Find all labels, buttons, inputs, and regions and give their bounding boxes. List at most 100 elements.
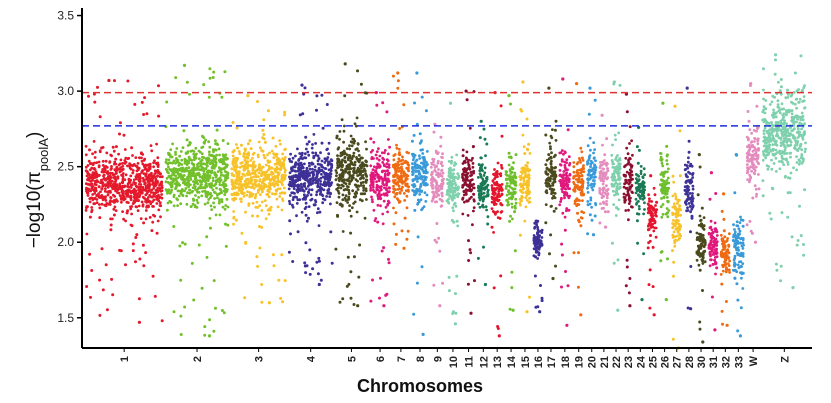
data-point-outlier: [272, 264, 276, 268]
data-point: [145, 163, 149, 167]
data-point: [522, 179, 526, 183]
data-point: [88, 188, 91, 192]
data-point: [274, 144, 278, 148]
data-point: [411, 162, 414, 166]
data-point-outlier: [603, 210, 607, 214]
data-point: [642, 167, 646, 171]
data-point: [237, 189, 241, 192]
data-point: [208, 217, 212, 220]
data-point: [572, 161, 576, 164]
data-point-outlier: [205, 255, 209, 259]
data-point-outlier: [382, 246, 386, 250]
data-point: [238, 170, 241, 174]
data-point-outlier: [113, 79, 116, 83]
data-point: [356, 174, 359, 178]
data-point: [128, 162, 132, 166]
data-point-outlier: [593, 98, 597, 102]
data-point: [400, 165, 403, 169]
data-point: [534, 245, 538, 249]
data-point: [156, 174, 159, 178]
data-point: [232, 222, 235, 226]
data-point: [639, 165, 643, 168]
data-point: [91, 193, 95, 196]
data-point: [110, 179, 114, 183]
data-point-outlier: [131, 242, 135, 246]
data-point-outlier: [114, 145, 118, 149]
data-point: [456, 192, 460, 196]
data-point: [178, 154, 182, 158]
data-point: [218, 180, 222, 184]
data-point-outlier: [320, 141, 324, 145]
data-point: [391, 179, 395, 183]
chromosome-11-points: [461, 89, 476, 315]
data-point: [342, 140, 345, 144]
data-point-outlier: [588, 213, 592, 217]
data-point: [248, 191, 252, 195]
data-point: [628, 199, 632, 203]
data-point: [648, 218, 652, 222]
data-point: [674, 195, 678, 198]
data-point: [514, 176, 518, 180]
data-point: [451, 206, 455, 210]
data-point: [617, 198, 621, 202]
data-point: [381, 156, 385, 160]
data-point: [365, 160, 368, 164]
data-point: [527, 174, 531, 177]
data-point-outlier: [552, 209, 556, 213]
data-point: [217, 147, 221, 151]
data-point-max: [246, 94, 250, 98]
chromosome-14-points: [504, 94, 518, 312]
data-point-outlier: [209, 226, 212, 230]
data-point-outlier: [563, 228, 567, 232]
data-point: [139, 176, 142, 180]
data-point-max: [448, 101, 453, 105]
data-point-outlier: [258, 246, 262, 250]
data-point: [319, 151, 322, 155]
data-point-min: [402, 246, 406, 250]
data-point: [462, 190, 466, 194]
data-point: [420, 189, 424, 193]
data-point: [335, 174, 338, 178]
data-point-outlier: [231, 121, 235, 124]
data-point: [447, 170, 451, 173]
data-point-outlier: [308, 272, 312, 276]
data-point: [327, 160, 330, 164]
data-point-outlier: [185, 138, 189, 142]
data-point: [266, 159, 270, 163]
data-point: [493, 183, 497, 186]
data-point: [537, 252, 541, 255]
data-point: [344, 167, 347, 171]
data-point: [303, 152, 307, 156]
data-point: [491, 210, 495, 213]
data-point: [156, 163, 160, 167]
data-point: [375, 186, 379, 190]
data-point-outlier: [287, 250, 291, 254]
data-point: [145, 200, 149, 204]
data-point: [504, 173, 508, 176]
data-point: [362, 186, 365, 190]
data-point: [562, 178, 565, 182]
data-point-outlier: [580, 156, 584, 160]
data-point: [377, 158, 381, 162]
data-point: [363, 216, 367, 220]
data-point: [382, 192, 386, 196]
data-point: [90, 166, 94, 170]
data-point: [374, 153, 378, 157]
data-point: [452, 164, 456, 167]
data-point: [540, 243, 544, 247]
data-point-outlier: [566, 284, 570, 288]
data-point: [141, 162, 145, 166]
data-point: [281, 199, 285, 203]
data-point: [316, 211, 319, 215]
data-point: [350, 144, 354, 148]
data-point: [262, 187, 266, 190]
data-point: [545, 166, 549, 170]
data-point-outlier: [191, 202, 195, 206]
data-point: [136, 209, 140, 213]
data-point-outlier: [130, 146, 134, 150]
data-point: [340, 165, 344, 169]
data-point: [500, 183, 504, 186]
data-point-outlier: [172, 310, 176, 314]
data-point: [532, 234, 536, 237]
data-point: [168, 182, 171, 185]
